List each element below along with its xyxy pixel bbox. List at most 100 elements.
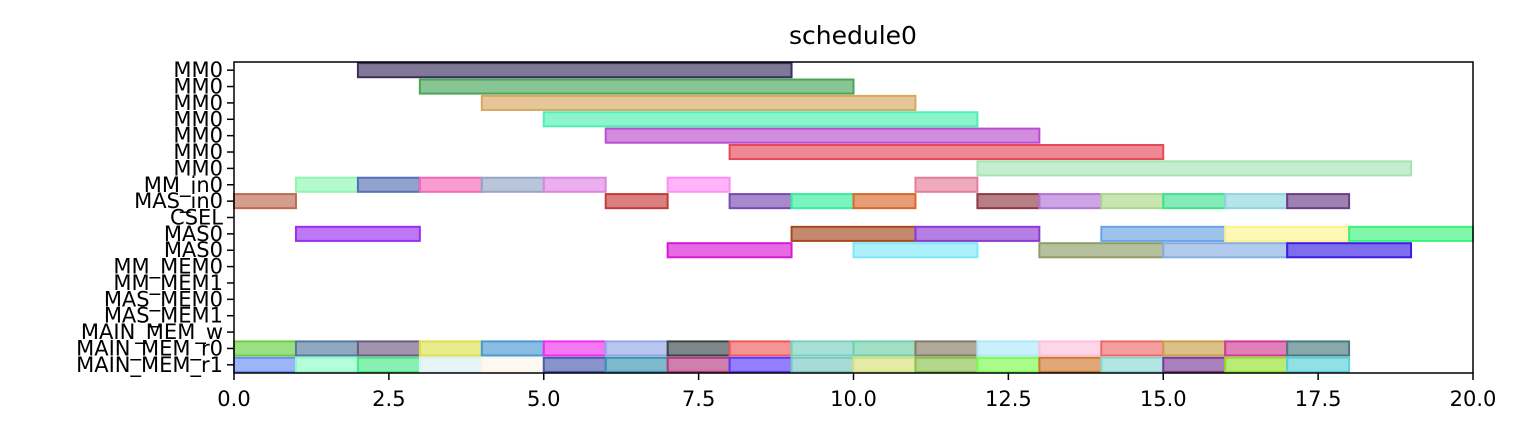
y-tick-label: MM0 xyxy=(173,124,223,148)
y-tick-label: MM0 xyxy=(173,75,223,99)
y-tick-label: MAS0 xyxy=(164,238,223,262)
task-bar xyxy=(542,111,979,128)
task-bar xyxy=(542,356,607,373)
task-bar xyxy=(604,193,669,210)
task-bar xyxy=(1286,193,1351,210)
task-bar xyxy=(1038,193,1103,210)
task-bar xyxy=(790,225,917,242)
task-bar xyxy=(1162,242,1289,259)
task-bar xyxy=(976,193,1041,210)
y-tick-label: MAS_in0 xyxy=(134,189,223,214)
task-bar xyxy=(976,340,1041,357)
y-tick-label: MAS_MEM1 xyxy=(104,304,223,329)
task-bar xyxy=(233,193,297,210)
x-tick-label: 15.0 xyxy=(1140,387,1187,411)
task-bar xyxy=(914,225,1041,242)
task-bar xyxy=(1100,193,1165,210)
task-bar xyxy=(418,78,855,95)
task-bar xyxy=(914,176,979,193)
x-tick-label: 0.0 xyxy=(217,387,250,411)
task-bar xyxy=(790,193,855,210)
chart-title: schedule0 xyxy=(789,21,917,50)
y-tick-label: MAS0 xyxy=(164,222,223,246)
task-bar xyxy=(480,176,545,193)
task-bar xyxy=(294,176,359,193)
task-bar xyxy=(480,356,545,373)
task-bar xyxy=(1224,340,1289,357)
task-bar xyxy=(976,356,1041,373)
x-tick-label: 10.0 xyxy=(830,387,877,411)
y-tick-label: MM_in0 xyxy=(144,173,223,198)
x-tick-label: 17.5 xyxy=(1295,387,1342,411)
task-bar xyxy=(294,225,421,242)
y-tick-label: MAIN_MEM_w xyxy=(81,320,223,345)
task-bar xyxy=(852,356,917,373)
task-bar xyxy=(1224,225,1351,242)
task-bar xyxy=(728,356,793,373)
task-bar xyxy=(852,340,917,357)
y-tick-label: MM0 xyxy=(173,140,223,164)
y-tick-label: MM0 xyxy=(173,107,223,131)
x-tick-label: 7.5 xyxy=(682,387,715,411)
task-bar xyxy=(1224,356,1289,373)
task-bar xyxy=(1038,242,1165,259)
task-bar xyxy=(852,242,979,259)
task-bar xyxy=(914,340,979,357)
y-tick-label: CSEL xyxy=(170,206,223,230)
task-bar xyxy=(356,176,421,193)
task-bar xyxy=(233,356,297,373)
y-tick-label: MM0 xyxy=(173,156,223,180)
y-tick-label: MAIN_MEM_r1 xyxy=(76,353,223,378)
y-tick-label: MM_MEM1 xyxy=(113,271,223,296)
task-bar xyxy=(1100,356,1165,373)
task-bar xyxy=(1038,356,1103,373)
task-bar xyxy=(1100,225,1227,242)
task-bar xyxy=(294,356,359,373)
y-tick-label: MM0 xyxy=(173,91,223,115)
task-bar xyxy=(604,340,669,357)
task-bar xyxy=(233,340,297,357)
task-bar xyxy=(1162,340,1227,357)
task-bar xyxy=(666,242,793,259)
y-tick-label: MAS_MEM0 xyxy=(104,287,223,312)
task-bar xyxy=(1286,340,1351,357)
task-bar xyxy=(418,340,483,357)
task-bar xyxy=(728,193,793,210)
task-bar xyxy=(480,340,545,357)
task-bar xyxy=(418,356,483,373)
task-bar xyxy=(356,340,421,357)
task-bar xyxy=(542,176,607,193)
task-bar xyxy=(356,62,793,79)
task-bar xyxy=(604,127,1041,144)
task-bar xyxy=(666,340,731,357)
task-bar xyxy=(666,176,731,193)
task-bar xyxy=(542,340,607,357)
y-tick-label: MM0 xyxy=(173,58,223,82)
task-bar xyxy=(1162,193,1227,210)
x-tick-label: 2.5 xyxy=(372,387,405,411)
x-tick-label: 5.0 xyxy=(527,387,560,411)
task-bar xyxy=(418,176,483,193)
task-bar xyxy=(1348,225,1474,242)
task-bar xyxy=(294,340,359,357)
task-bar xyxy=(604,356,669,373)
y-axis: MM0MM0MM0MM0MM0MM0MM0MM_in0MAS_in0CSELMA… xyxy=(76,58,234,378)
x-axis: 0.0 2.5 5.0 7.5 10.0 12.5 15.0 17.5 20.0 xyxy=(217,373,1496,411)
task-bar xyxy=(790,356,855,373)
y-tick-label: MAIN_MEM_r0 xyxy=(76,336,223,361)
bars-layer xyxy=(233,62,1474,373)
task-bar xyxy=(666,356,731,373)
task-bar xyxy=(480,94,917,111)
task-bar xyxy=(728,340,793,357)
x-tick-label: 12.5 xyxy=(985,387,1032,411)
task-bar xyxy=(1038,340,1103,357)
task-bar xyxy=(1162,356,1227,373)
y-tick-label: MM_MEM0 xyxy=(113,255,223,280)
task-bar xyxy=(356,356,421,373)
task-bar xyxy=(1286,242,1413,259)
task-bar xyxy=(852,193,917,210)
x-tick-label: 20.0 xyxy=(1450,387,1497,411)
task-bar xyxy=(914,356,979,373)
task-bar xyxy=(790,340,855,357)
